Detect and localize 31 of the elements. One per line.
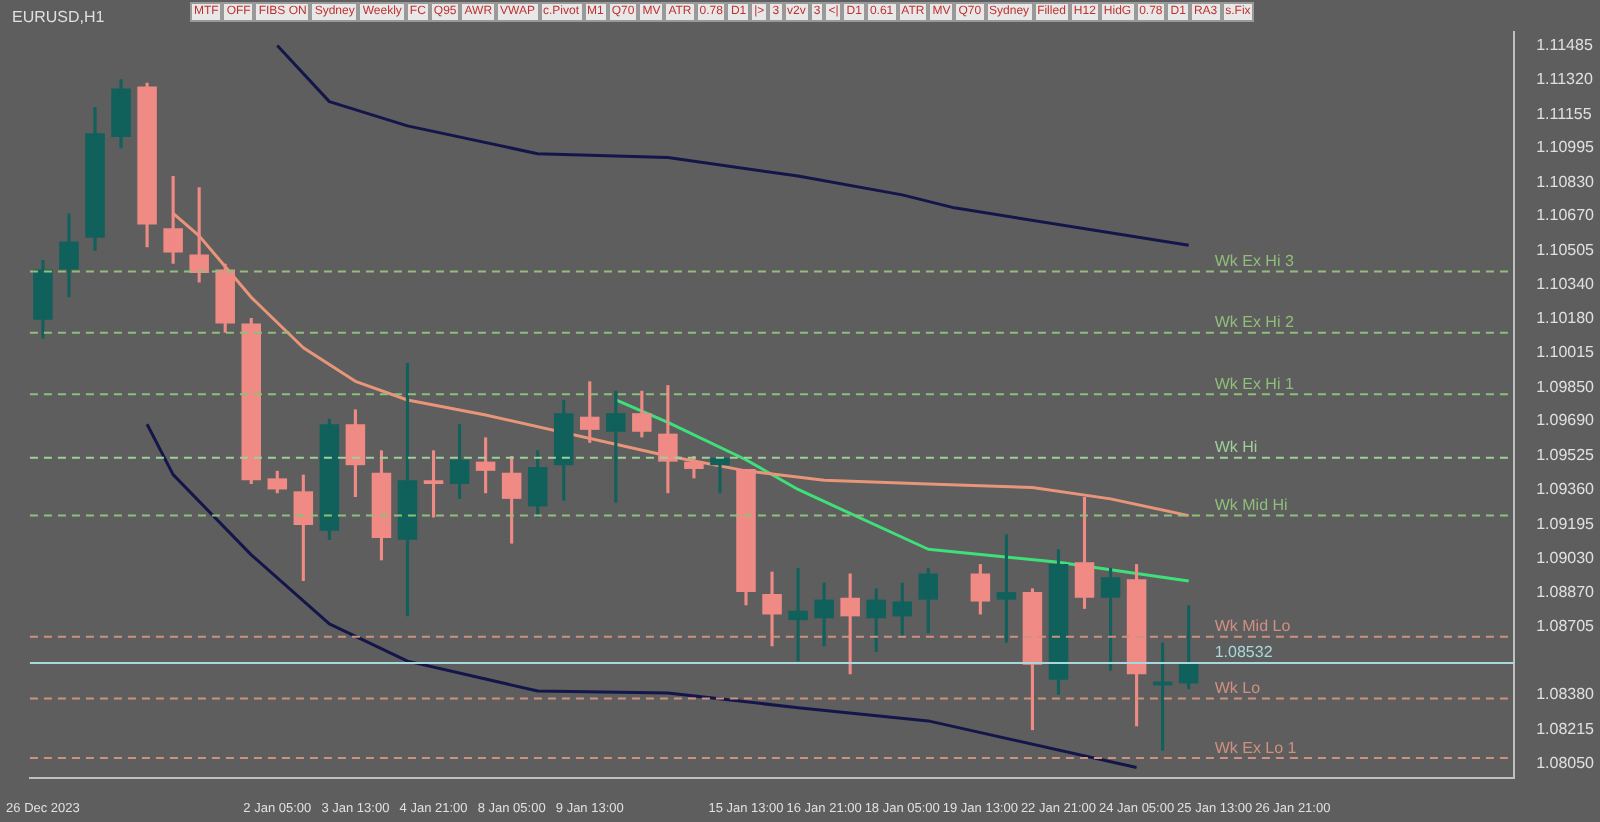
y-tick-label: 1.08705 [1536, 617, 1596, 636]
ref-line-label: Wk Lo [1214, 678, 1262, 697]
ref-line-label: Wk Hi [1214, 438, 1258, 457]
y-tick-label: 1.10830 [1536, 172, 1596, 191]
y-tick-label: 1.08215 [1536, 719, 1596, 738]
ref-line-label: Wk Ex Hi 3 [1214, 251, 1295, 270]
y-tick-label: 1.08870 [1536, 582, 1596, 601]
y-tick-label: 1.11485 [1536, 36, 1594, 54]
y-tick-label: 1.09690 [1536, 411, 1596, 430]
y-tick-label: 1.09525 [1536, 445, 1596, 464]
ref-line-label: Wk Mid Hi [1214, 496, 1289, 514]
ref-line-label: Wk Ex Hi 1 [1214, 374, 1295, 393]
y-tick-label: 1.08050 [1536, 754, 1596, 773]
y-tick-label: 1.09850 [1536, 377, 1596, 396]
y-tick-label: 1.10670 [1536, 206, 1596, 225]
ref-line-label: Wk Mid Lo [1214, 617, 1292, 636]
y-tick-label: 1.10180 [1536, 308, 1596, 327]
y-tick-label: 1.11320 [1536, 70, 1594, 89]
y-tick-label: 1.10340 [1536, 275, 1596, 294]
y-tick-label: 1.11155 [1536, 104, 1593, 123]
y-tick-label: 1.10995 [1536, 138, 1596, 157]
y-tick-label: 1.09360 [1536, 480, 1596, 499]
ref-line-label: 1.08532 [1214, 643, 1274, 662]
chart-title: EURUSD,H1 [12, 8, 105, 26]
y-tick-label: 1.10505 [1536, 240, 1596, 259]
y-tick-label: 1.10015 [1536, 343, 1596, 362]
y-tick-label: 1.09195 [1536, 514, 1596, 533]
y-tick-label: 1.09030 [1536, 549, 1596, 568]
ref-line-label: Wk Ex Lo 1 [1214, 738, 1298, 757]
y-tick-label: 1.08380 [1536, 685, 1596, 704]
ref-line-label: Wk Ex Hi 2 [1214, 313, 1295, 332]
